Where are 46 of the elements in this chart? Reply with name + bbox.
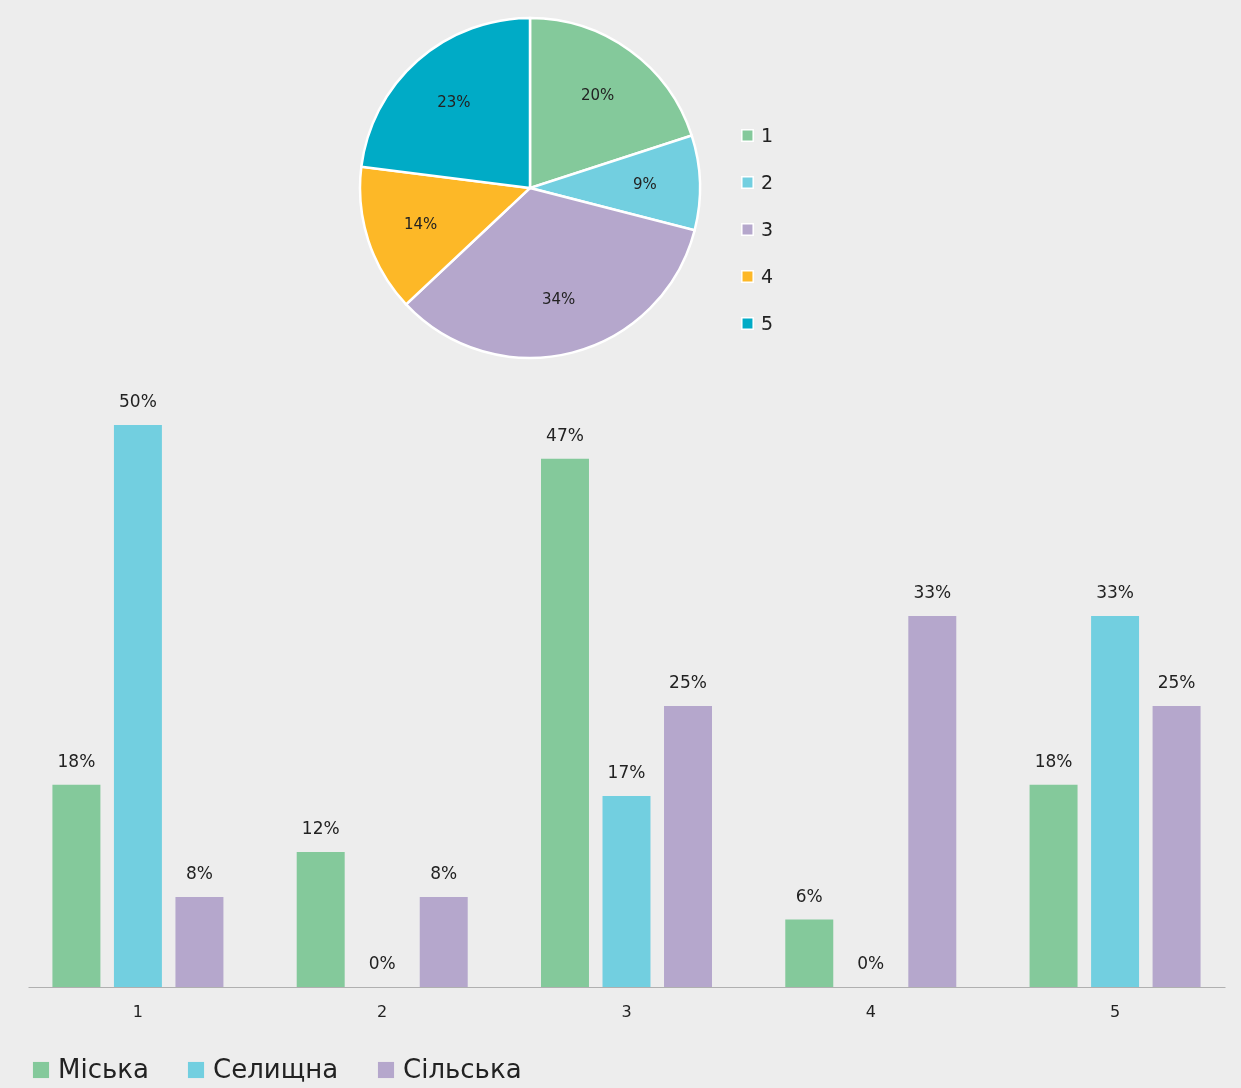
data-label: 12% xyxy=(301,818,340,839)
data-label: 17% xyxy=(607,761,646,782)
bar xyxy=(602,795,651,987)
bar xyxy=(113,425,162,987)
legend-label: 3 xyxy=(761,217,774,240)
data-label: 20% xyxy=(580,85,615,104)
data-label: 23% xyxy=(437,92,471,111)
x-tick-label: 5 xyxy=(1109,1001,1121,1021)
legend-label: 5 xyxy=(761,311,774,334)
data-label: 9% xyxy=(633,175,657,194)
legend-label: Селищна xyxy=(213,1054,339,1084)
x-tick-label: 1 xyxy=(132,1001,144,1021)
bar xyxy=(296,852,345,987)
data-label: 0% xyxy=(857,953,885,973)
legend-label: 2 xyxy=(761,170,774,193)
bar xyxy=(785,919,834,987)
x-tick-label: 2 xyxy=(377,1001,388,1021)
data-label: 33% xyxy=(913,582,952,603)
bar xyxy=(419,897,468,987)
legend-label: Міська xyxy=(58,1054,149,1084)
data-label: 8% xyxy=(430,863,458,884)
legend-label: Сільська xyxy=(403,1054,522,1084)
data-label: 6% xyxy=(795,885,823,906)
bar xyxy=(1152,706,1201,987)
data-label: 34% xyxy=(541,290,576,309)
bar xyxy=(908,616,957,987)
bar xyxy=(541,458,589,987)
data-label: 25% xyxy=(669,672,707,692)
bar xyxy=(1091,616,1140,987)
bar xyxy=(1029,784,1078,987)
bar xyxy=(175,897,224,987)
data-label: 18% xyxy=(57,750,96,771)
legend-label: 4 xyxy=(761,264,774,287)
data-label: 25% xyxy=(1157,672,1196,692)
bar xyxy=(664,706,712,987)
x-tick-label: 3 xyxy=(621,1001,632,1021)
data-label: 33% xyxy=(1096,582,1134,603)
bar xyxy=(52,784,101,987)
data-label: 50% xyxy=(119,391,157,411)
data-label: 47% xyxy=(546,424,584,445)
data-label: 14% xyxy=(403,214,438,233)
data-label: 0% xyxy=(368,953,396,973)
data-label: 8% xyxy=(185,863,213,884)
data-label: 18% xyxy=(1034,750,1073,771)
x-tick-label: 4 xyxy=(865,1001,876,1021)
legend-label: 1 xyxy=(761,123,774,146)
